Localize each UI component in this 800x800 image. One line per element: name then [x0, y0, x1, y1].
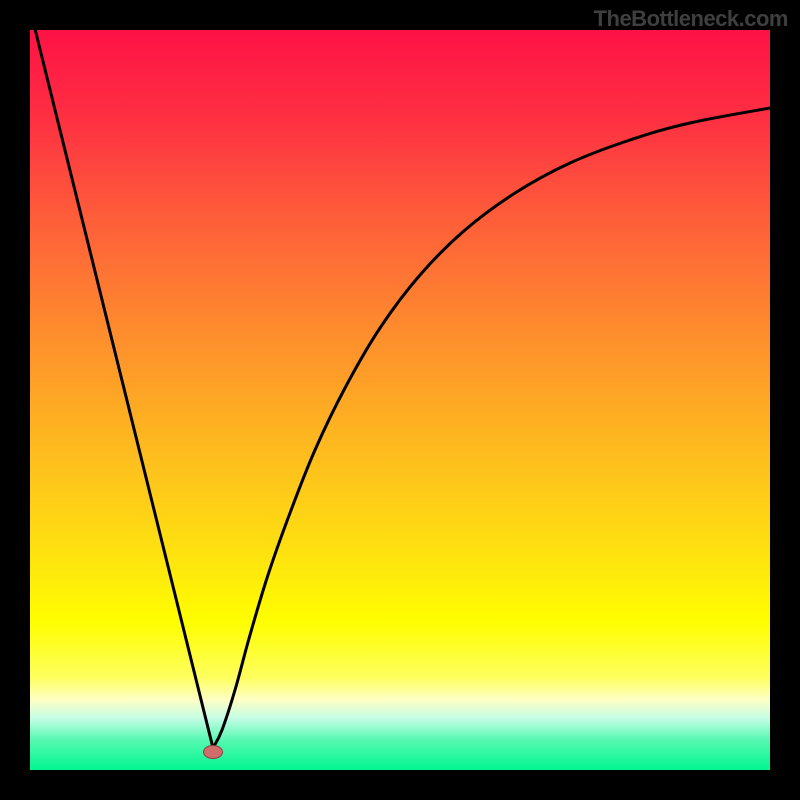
bottleneck-curve	[30, 30, 770, 770]
plot-area	[30, 30, 770, 770]
optimal-point-marker	[203, 745, 223, 759]
watermark-text: TheBottleneck.com	[594, 6, 788, 32]
